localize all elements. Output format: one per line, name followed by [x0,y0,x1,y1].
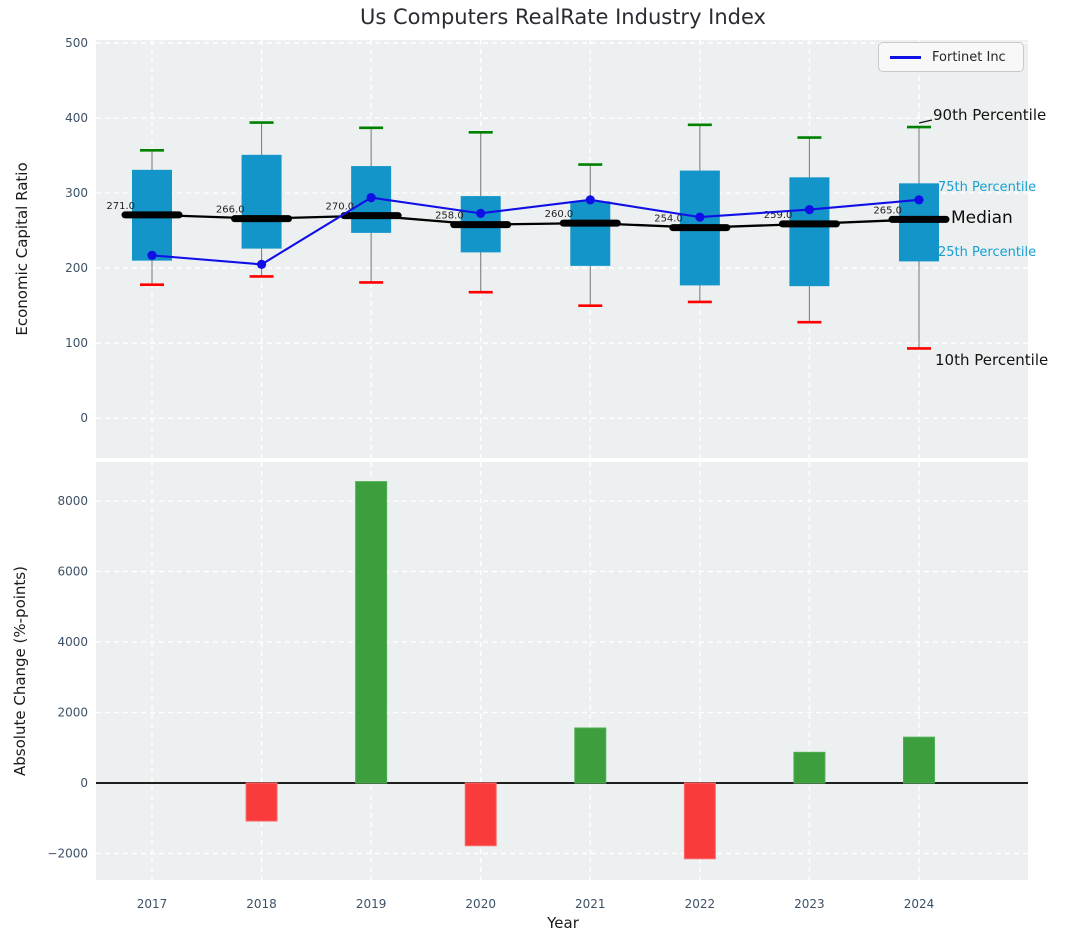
x-tick-label: 2017 [137,897,168,911]
box-2018 [241,154,282,249]
legend-line-swatch [890,55,921,59]
bottom-plot-background [96,462,1028,880]
bottom-y-axis-label: Absolute Change (%-points) [11,566,29,776]
change-bar-2020 [464,782,497,847]
fortinet-line [151,196,920,266]
bottom-y-tick-label: 6000 [57,564,88,578]
x-tick-label: 2022 [685,897,716,911]
top-y-tick-label: 100 [65,336,88,350]
fortinet-marker-2023 [804,205,815,215]
bottom-y-tick-label: −2000 [47,846,88,860]
annotation-median: Median [951,208,1013,228]
change-bar-2021 [574,727,607,784]
fortinet-marker-2021 [585,195,595,205]
x-tick-label: 2018 [246,897,277,911]
top-plot-background [96,40,1028,458]
bottom-y-tick-label: 4000 [57,635,88,649]
top-y-tick-label: 200 [65,261,88,275]
change-bar-2022 [683,782,716,860]
x-tick-label: 2020 [465,897,496,911]
annotation-10th-percentile: 10th Percentile [935,351,1049,369]
x-tick-label: 2019 [356,897,387,911]
bottom-y-tick-label: 8000 [57,494,88,508]
median-value-label-2022: 254.0 [654,214,683,225]
annotation-90th-percentile: 90th Percentile [933,106,1047,124]
top-y-tick-label: 500 [65,36,88,50]
fortinet-marker-2024 [914,195,924,205]
legend: Fortinet Inc [878,42,1024,72]
change-bar-2018 [245,782,278,822]
median-value-label-2017: 271.0 [106,201,135,212]
change-bar-2019 [355,481,388,784]
change-bar-2024 [902,736,935,784]
top-y-tick-label: 300 [65,186,88,200]
median-value-label-2019: 270.0 [325,202,354,213]
fortinet-marker-2017 [147,250,157,260]
median-value-label-2024: 265.0 [873,205,902,216]
chart-title: Us Computers RealRate Industry Index [360,5,766,29]
median-value-label-2018: 266.0 [216,205,245,216]
bottom-y-tick-label: 0 [80,776,88,790]
x-tick-label: 2023 [794,897,825,911]
fortinet-marker-2019 [366,192,376,203]
x-axis-label: Year [547,914,579,932]
bottom-y-tick-label: 2000 [57,705,88,719]
fortinet-marker-2020 [476,208,486,218]
median-value-label-2020: 258.0 [435,211,464,222]
x-tick-label: 2021 [575,897,606,911]
legend-label: Fortinet Inc [932,49,1006,65]
top-y-tick-label: 0 [80,411,88,425]
fortinet-marker-2022 [695,212,705,222]
annotation-75th-percentile: 75th Percentile [938,180,1037,195]
median-value-label-2021: 260.0 [545,209,574,220]
annotation-leader-90th [918,119,933,124]
x-tick-label: 2024 [904,897,935,911]
annotation-25th-percentile: 25th Percentile [938,245,1037,260]
top-y-tick-label: 400 [65,111,88,125]
box-2021 [570,201,611,266]
change-bar-2023 [793,751,826,784]
fortinet-marker-2018 [256,259,267,269]
median-value-label-2023: 259.0 [764,210,793,221]
top-y-axis-label: Economic Capital Ratio [13,162,31,336]
box-2023 [789,177,830,287]
